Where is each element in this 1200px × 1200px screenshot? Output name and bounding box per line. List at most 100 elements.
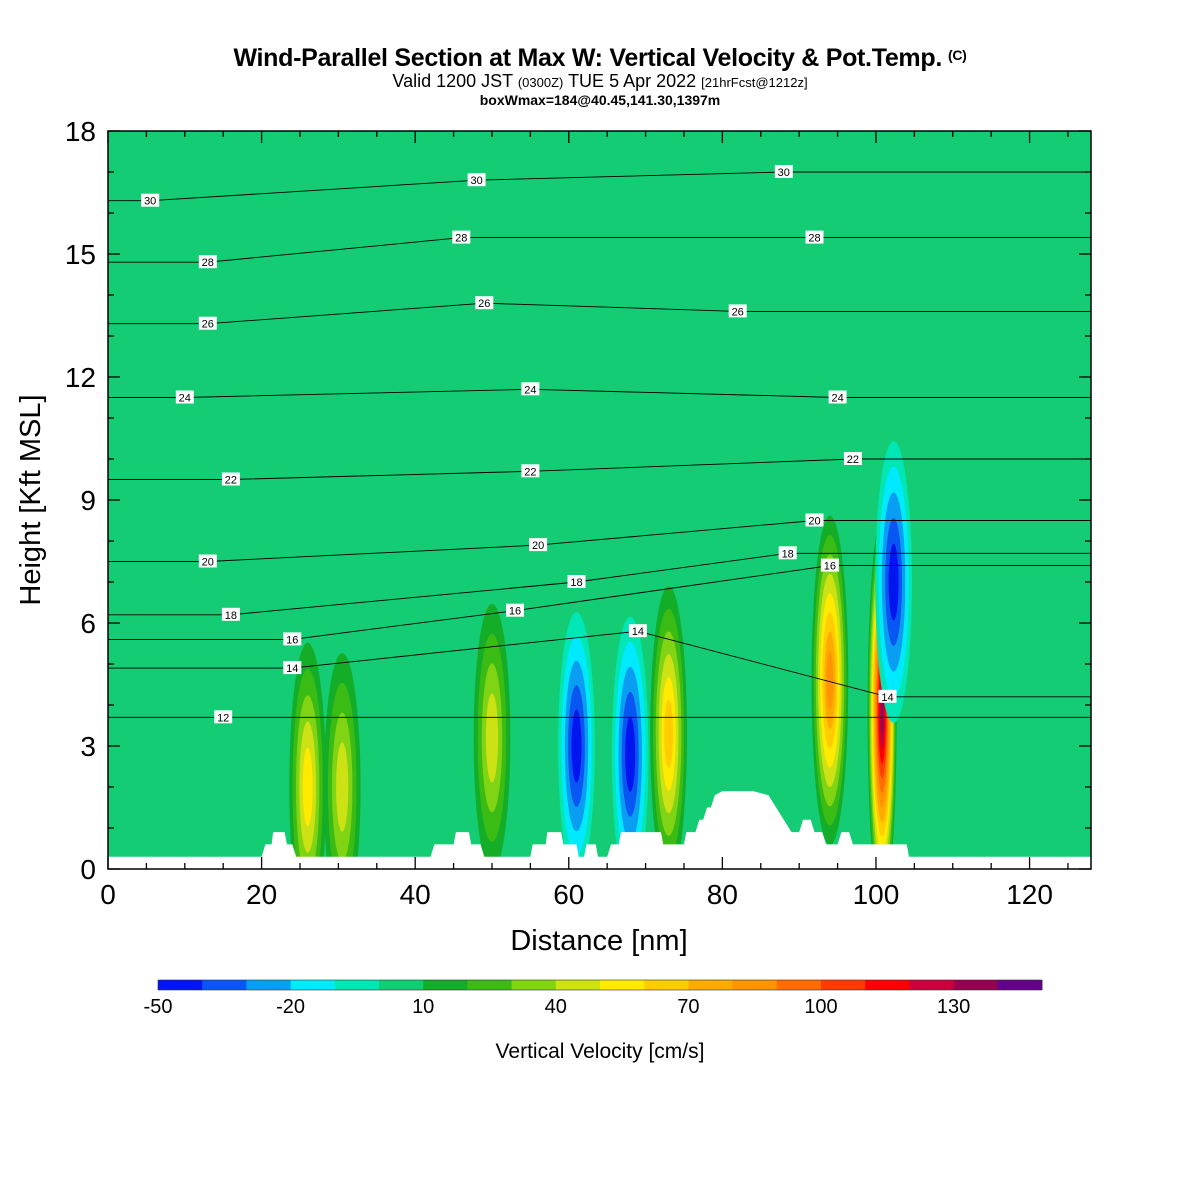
contour-label: 20 — [198, 554, 217, 569]
contour-label-box — [820, 558, 839, 572]
x-tick-label: 80 — [707, 879, 738, 910]
contour-label-text: 24 — [524, 384, 536, 396]
terrain — [108, 791, 1091, 869]
contour-label-box — [878, 689, 897, 703]
contour-label: 12 — [214, 710, 233, 724]
contour-label-text: 16 — [824, 561, 836, 573]
colorbar-tick-label: -50 — [144, 996, 173, 1018]
updraft-band — [485, 693, 499, 783]
contour-label: 18 — [221, 607, 240, 622]
contour-labels: 30 30 30 28 28 28 26 26 26 24 24 24 22 22 22 20 20 20 18 18… — [141, 165, 897, 724]
contour-label-box — [828, 390, 847, 404]
valid-utc: (0300Z) — [517, 75, 564, 90]
colorbar-swatch — [511, 980, 557, 990]
colorbar-tick-label: 100 — [804, 996, 837, 1018]
contour-label-box — [529, 538, 548, 552]
colorbar-tick-label: 70 — [677, 996, 699, 1018]
contour-label-text: 20 — [532, 540, 544, 552]
colorbar-swatch — [909, 980, 954, 990]
colorbar-swatch — [334, 980, 380, 990]
contour-label: 22 — [221, 472, 240, 487]
terrain-mask — [108, 791, 1091, 869]
contour-label-box — [567, 575, 586, 588]
contour-label-box — [506, 603, 524, 617]
contour-label-box — [728, 304, 747, 318]
contour-label-box — [628, 624, 647, 638]
colorbar-swatch — [997, 980, 1043, 990]
contour-label: 30 — [141, 193, 160, 208]
contour-label-text: 20 — [202, 557, 214, 569]
contour-label: 22 — [843, 452, 862, 466]
contour-label: 26 — [728, 304, 747, 318]
x-tick-label: 120 — [1006, 879, 1053, 910]
contour-label: 26 — [475, 296, 494, 310]
contour-label-box — [521, 464, 540, 478]
contour-label-box — [198, 316, 217, 330]
contour-label-text: 16 — [286, 634, 298, 646]
contour-label-box — [221, 607, 240, 621]
contour-label: 16 — [283, 632, 302, 646]
contour-label: 20 — [805, 513, 824, 528]
contour-label-text: 16 — [509, 606, 521, 618]
contour-label-text: 14 — [881, 692, 893, 704]
colorbar-tick-label: 10 — [412, 996, 434, 1018]
chart-title: Wind-Parallel Section at Max W: Vertical… — [233, 44, 967, 72]
colorbar: -50 -20 10 40 70 100 130 — [144, 979, 1043, 1018]
contour-label-text: 22 — [847, 454, 859, 466]
colorbar-tick-label: 40 — [545, 996, 567, 1018]
plot-background — [108, 131, 1091, 869]
contour-label-text: 18 — [570, 577, 582, 589]
colorbar-swatch — [202, 980, 247, 990]
colorbar-swatch — [246, 980, 291, 990]
contour-label-box — [198, 554, 217, 568]
x-tick-label: 20 — [246, 879, 277, 910]
x-axis-label: Distance [nm] — [510, 925, 687, 957]
contour-label-box — [475, 296, 494, 310]
updraft-band — [664, 699, 673, 768]
downdraft-band — [571, 709, 582, 783]
colorbar-swatch — [158, 980, 203, 990]
velocity-field — [289, 441, 912, 869]
contour-label-box — [805, 513, 824, 527]
contour-label-box — [141, 193, 160, 207]
contour-label: 24 — [521, 382, 540, 396]
contour-label-text: 14 — [632, 626, 644, 638]
y-tick-label: 3 — [80, 731, 96, 762]
colorbar-swatch — [290, 980, 336, 990]
contour-label-box — [175, 390, 194, 404]
contour-label: 14 — [878, 689, 897, 704]
y-tick-label: 18 — [65, 116, 96, 147]
forecast-info: [21hrFcst@1212z] — [701, 75, 808, 90]
contour-label: 16 — [506, 603, 524, 618]
x-tick-label: 40 — [400, 879, 431, 910]
contour-label: 24 — [175, 390, 194, 405]
contour-label-text: 30 — [778, 167, 790, 179]
colorbar-swatch — [644, 980, 689, 990]
contour-label-text: 26 — [478, 298, 490, 310]
contour-label-text: 18 — [782, 548, 794, 560]
contour-label: 18 — [778, 546, 797, 560]
colorbar-frame — [157, 979, 1043, 991]
colorbar-swatch — [776, 980, 822, 990]
contour-label-box — [214, 710, 233, 724]
colorbar-swatch — [865, 980, 910, 990]
contour-label-box — [521, 382, 540, 396]
contour-label: 14 — [628, 624, 647, 638]
contour-label-text: 28 — [455, 233, 467, 245]
valid-date: TUE 5 Apr 2022 — [568, 71, 697, 91]
y-tick-label: 6 — [80, 608, 96, 639]
contour-label: 26 — [198, 316, 217, 331]
updraft-band — [826, 651, 834, 710]
colorbar-swatch — [423, 980, 468, 990]
colorbar-swatch — [688, 980, 733, 990]
contour-label-text: 12 — [217, 712, 229, 724]
colorbar-tick-label: -20 — [276, 996, 305, 1018]
y-tick-label: 0 — [80, 854, 96, 885]
contour-label-text: 30 — [470, 175, 482, 187]
updraft-band — [336, 742, 349, 832]
contour-label-text: 20 — [808, 516, 820, 528]
contour-label: 24 — [828, 390, 847, 405]
contour-label-text: 30 — [144, 196, 156, 208]
contour-label-text: 22 — [524, 466, 536, 478]
copyright-mark: (C) — [947, 47, 967, 63]
